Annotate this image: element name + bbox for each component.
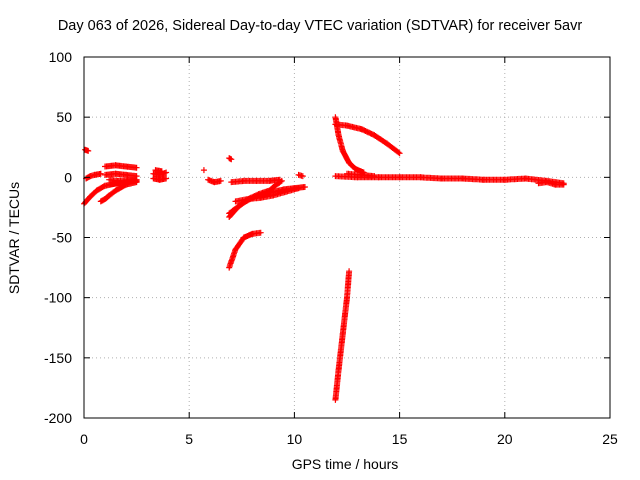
data-point-run — [344, 268, 353, 301]
x-axis-label: GPS time / hours — [291, 456, 399, 472]
y-tick-label: 0 — [64, 169, 72, 185]
y-axis-label: SDTVAR / TECUs — [6, 181, 22, 295]
data-point-run — [249, 229, 264, 237]
data-point-run — [102, 187, 119, 202]
data-point-run — [352, 165, 367, 176]
y-tick-label: -150 — [44, 350, 72, 366]
data-point-run — [552, 181, 567, 188]
data-point-run — [123, 163, 140, 171]
data-point-run — [152, 167, 165, 175]
y-tick-label: -50 — [52, 230, 72, 246]
data-point — [200, 167, 207, 174]
x-tick-label: 5 — [185, 431, 193, 447]
data-point-run — [82, 146, 92, 154]
data-point-run — [123, 171, 140, 180]
plot-frame — [83, 56, 611, 419]
data-point-run — [291, 184, 308, 192]
y-tick-label: 100 — [49, 49, 73, 65]
data-point-run — [226, 200, 245, 217]
data-points — [81, 114, 567, 403]
data-point-run — [226, 155, 235, 163]
data-point-run — [295, 171, 306, 180]
data-point-run — [358, 171, 378, 180]
data-point-run — [335, 330, 346, 373]
data-point-run — [339, 294, 350, 337]
data-point-run — [156, 175, 170, 183]
data-point-run — [371, 132, 390, 147]
chart-title: Day 063 of 2026, Sidereal Day-to-day VTE… — [57, 18, 583, 34]
grid — [84, 57, 610, 418]
x-tick-label: 0 — [80, 431, 88, 447]
data-point-run — [232, 234, 247, 253]
x-tick-label: 20 — [497, 431, 513, 447]
data-point-run — [270, 177, 285, 190]
data-point-run — [332, 366, 342, 403]
x-tick-label: 10 — [287, 431, 303, 447]
axis-ticks: 0 5 10 15 20 25 100 50 0 -50 -100 -150 -200 — [44, 49, 618, 447]
x-tick-label: 25 — [602, 431, 618, 447]
data-point-run — [211, 177, 224, 186]
data-point-run — [384, 140, 403, 157]
y-tick-label: 50 — [56, 109, 72, 125]
y-tick-label: -100 — [44, 290, 72, 306]
data-point-run — [123, 176, 140, 184]
y-tick-label: -200 — [44, 410, 72, 426]
x-tick-label: 15 — [392, 431, 408, 447]
data-point-run — [91, 170, 104, 178]
